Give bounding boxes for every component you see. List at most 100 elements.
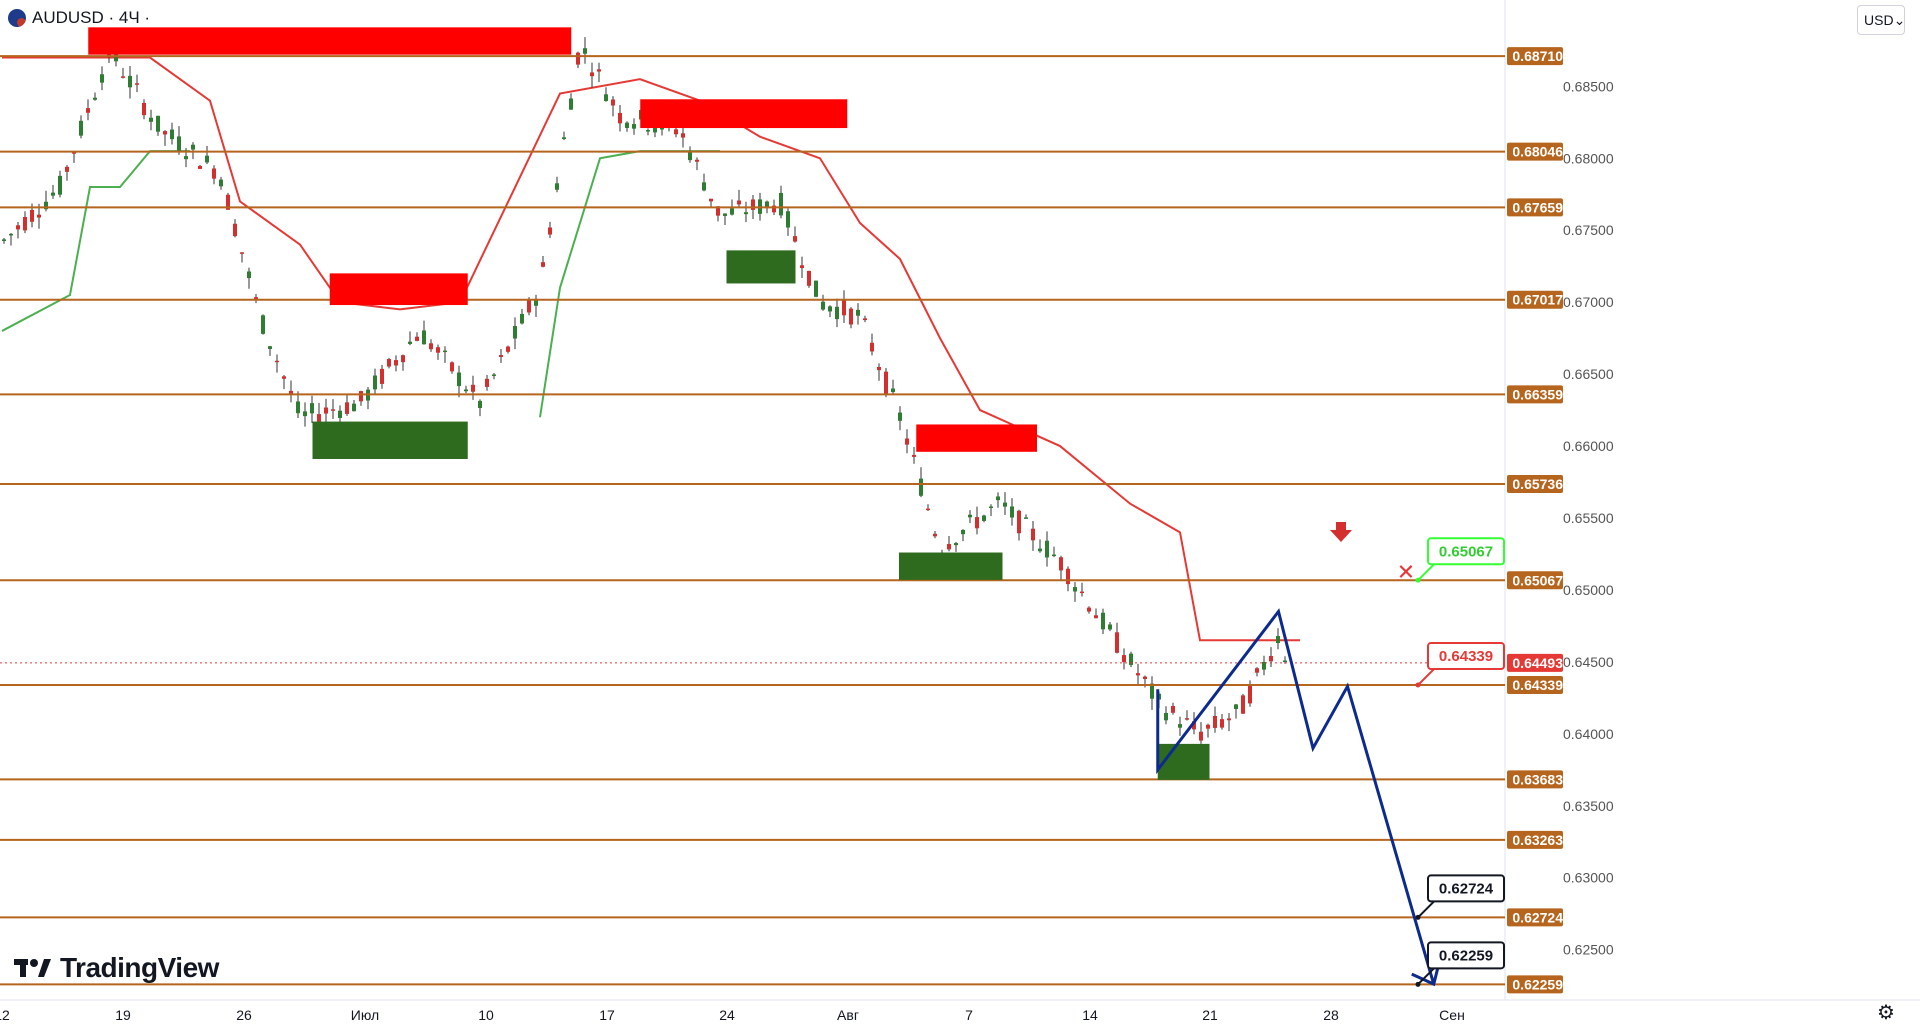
callout-anchor [1415, 577, 1421, 583]
candle-body [65, 166, 69, 172]
candle-body [863, 318, 867, 321]
candle-body [380, 368, 384, 384]
y-tick-label: 0.67500 [1563, 222, 1614, 238]
candle-body [499, 355, 503, 357]
candle-body [156, 115, 160, 132]
candle-body [744, 212, 748, 215]
x-tick-label: 12 [0, 1007, 10, 1023]
candle-body [590, 72, 594, 77]
candle-body [86, 108, 90, 113]
price-level-label: 0.64339 [1512, 677, 1563, 693]
candle-body [912, 454, 916, 457]
candle-body [653, 127, 657, 133]
candle-body [233, 223, 237, 237]
candle-body [373, 375, 377, 390]
candle-body [1066, 568, 1070, 585]
price-level-label: 0.67659 [1512, 199, 1563, 215]
candle-body [597, 69, 601, 72]
candle-body [408, 341, 412, 344]
candle-body [135, 83, 139, 85]
candle-body [170, 129, 174, 140]
symbol-header[interactable]: AUDUSD · 4Ч · [8, 8, 150, 28]
callout-anchor [1415, 981, 1421, 987]
x-tick-label: 19 [115, 1007, 131, 1023]
candle-body [464, 389, 468, 392]
symbol-title: AUDUSD · 4Ч · [32, 8, 151, 27]
price-level-badge [1507, 770, 1563, 789]
candle-body [1206, 724, 1210, 729]
price-level-label: 0.65067 [1512, 572, 1563, 588]
candle-body [1052, 554, 1056, 557]
demand-zone [1157, 743, 1210, 780]
candle-body [191, 144, 195, 150]
candle-body [163, 131, 167, 135]
x-tick-label: Июл [351, 1007, 379, 1023]
candle-body [1241, 695, 1245, 714]
candle-body [352, 403, 356, 412]
currency-selector[interactable]: USD ⌄ [1857, 5, 1905, 35]
candle-body [1087, 607, 1091, 612]
candle-body [926, 508, 930, 511]
candle-body [240, 252, 244, 254]
candle-body [884, 371, 888, 394]
price-level-badge [1507, 830, 1563, 849]
candle-body [1122, 655, 1126, 663]
candle-body [1262, 661, 1266, 670]
candle-body [457, 372, 461, 387]
price-level-label: 0.66359 [1512, 386, 1563, 402]
candle-body [310, 403, 314, 414]
callout-pointer [1417, 967, 1435, 986]
callout-pointer [1417, 900, 1435, 919]
y-tick-label: 0.63000 [1563, 870, 1614, 886]
candle-body [1234, 704, 1238, 710]
candle-body [905, 438, 909, 445]
candle-body [695, 159, 699, 162]
candle-body [1220, 719, 1224, 728]
price-level-badge [1507, 385, 1563, 404]
candle-body [100, 74, 104, 83]
x-tick-label: 28 [1323, 1007, 1339, 1023]
candle-body [996, 496, 1000, 501]
tradingview-logo-icon [14, 959, 51, 977]
candle-body [891, 388, 895, 393]
candle-body [870, 342, 874, 352]
candle-body [331, 409, 335, 411]
candle-body [646, 130, 650, 132]
candle-body [786, 211, 790, 228]
candle-body [814, 280, 818, 297]
candle-body [338, 410, 342, 418]
candle-body [1094, 615, 1098, 619]
candle-body [226, 194, 230, 210]
candle-body [1143, 676, 1147, 680]
candle-body [149, 117, 153, 122]
candle-body [716, 206, 720, 216]
candle-body [184, 156, 188, 160]
price-level-label: 0.62724 [1512, 909, 1563, 925]
candle-body [1171, 706, 1175, 713]
candle-body [2, 239, 6, 241]
candle-body [569, 98, 573, 110]
price-level-badge [1507, 475, 1563, 494]
candle-body [79, 120, 83, 136]
x-tick-label: 10 [478, 1007, 494, 1023]
candle-body [800, 265, 804, 269]
candle-body [548, 227, 552, 235]
candle-body [415, 336, 419, 341]
price-level-badge [1507, 908, 1563, 927]
candle-body [898, 412, 902, 421]
candle-body [688, 151, 692, 161]
candle-body [359, 391, 363, 402]
callout-anchor [1415, 914, 1421, 920]
candle-body [1192, 721, 1196, 730]
gear-icon[interactable]: ⚙ [1877, 1002, 1895, 1024]
candle-body [1150, 683, 1154, 699]
x-tick-label: 7 [965, 1007, 973, 1023]
price-level-label: 0.68710 [1512, 48, 1563, 64]
candle-body [1101, 612, 1105, 630]
price-callout [1427, 941, 1505, 970]
candle-body [954, 543, 958, 546]
candle-body [982, 515, 986, 521]
candle-body [828, 306, 832, 312]
y-tick-label: 0.65500 [1563, 510, 1614, 526]
